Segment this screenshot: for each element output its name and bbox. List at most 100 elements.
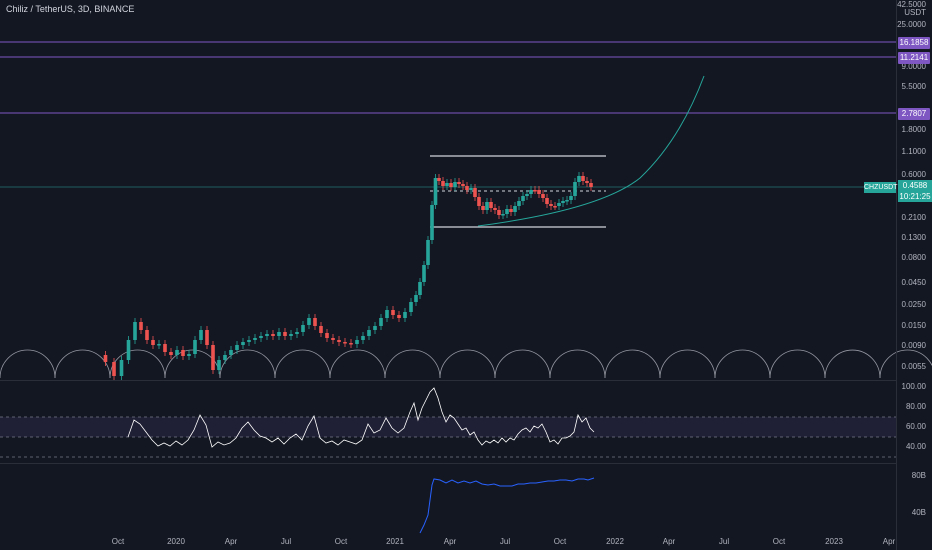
candle-body: [418, 282, 422, 295]
candle-body: [289, 334, 293, 336]
candle-body: [223, 355, 227, 360]
time-tick: Oct: [334, 537, 348, 546]
rsi-line: [127, 387, 595, 448]
pane-separator-rsi[interactable]: [0, 380, 896, 381]
candle-body: [477, 197, 481, 206]
cycle-arc: [109, 349, 166, 379]
candle-body: [545, 198, 549, 204]
level-badge[interactable]: 2.7807: [898, 108, 930, 120]
candle-body: [325, 333, 329, 338]
candle-body: [361, 336, 365, 340]
candle-body: [253, 338, 257, 340]
candle-body: [485, 202, 489, 210]
time-tick: Apr: [882, 537, 896, 546]
candle-body: [205, 330, 209, 345]
pane-separator-volume[interactable]: [0, 463, 896, 464]
candle-body: [397, 315, 401, 318]
candle-body: [565, 200, 569, 202]
candle-body: [119, 360, 124, 376]
indicator-tick: 80B: [911, 471, 926, 480]
candle-body: [573, 182, 577, 196]
candle-body: [473, 188, 477, 197]
level-badge[interactable]: 16.1858: [898, 37, 930, 49]
candle-body: [241, 342, 245, 345]
indicator-line: [419, 477, 595, 534]
time-tick: Apr: [224, 537, 238, 546]
rsi-tick: 60.00: [905, 422, 926, 431]
candle-body: [193, 340, 197, 354]
candle-body: [349, 343, 353, 345]
candle-body: [533, 190, 537, 192]
time-tick: Jul: [499, 537, 511, 546]
candle-body: [385, 310, 389, 318]
candle-body: [126, 340, 131, 360]
current-price-badge: 0.4588 10:21:25: [898, 180, 932, 202]
cycle-arc: [384, 349, 441, 379]
time-tick: Oct: [772, 537, 786, 546]
price-tick: 0.2100: [901, 213, 926, 222]
candle-body: [313, 318, 317, 326]
candle-body: [355, 340, 359, 344]
candle-body: [430, 205, 434, 240]
cycle-arc: [604, 349, 661, 379]
candle-body: [414, 295, 418, 302]
candle-body: [103, 355, 108, 362]
candle-body: [409, 302, 413, 312]
candle-body: [247, 340, 251, 342]
candle-body: [337, 340, 341, 342]
candle-body: [422, 265, 426, 282]
candle-body: [175, 350, 179, 355]
candle-body: [145, 330, 149, 340]
candle-body: [453, 182, 457, 187]
price-tick: 42.5000: [897, 0, 926, 9]
candle-body: [426, 240, 430, 265]
rsi-tick: 80.00: [905, 402, 926, 411]
candle-body: [561, 201, 565, 203]
candle-body: [517, 201, 521, 206]
price-tick: 0.0250: [901, 300, 926, 309]
price-tick: 0.1300: [901, 233, 926, 242]
price-tick: 0.0090: [901, 341, 926, 350]
price-tick: 25.0000: [897, 20, 926, 29]
candle-body: [513, 206, 517, 212]
candle-body: [505, 209, 509, 214]
candle-body: [265, 334, 269, 336]
candle-body: [489, 202, 493, 208]
time-tick: 2021: [386, 537, 404, 546]
candle-body: [343, 342, 347, 344]
cycle-arc: [494, 349, 551, 379]
candle-body: [541, 194, 545, 198]
rsi-tick: 100.00: [901, 382, 926, 391]
price-tick: 5.5000: [901, 82, 926, 91]
price-tick: 0.0150: [901, 321, 926, 330]
candle-body: [217, 360, 221, 370]
cycle-arc: [54, 349, 111, 379]
parabolic-curve: [477, 75, 705, 227]
rsi-tick: 40.00: [905, 442, 926, 451]
chart-title: Chiliz / TetherUS, 3D, BINANCE: [6, 4, 135, 14]
level-badge[interactable]: 11.2141: [898, 52, 930, 64]
candle-body: [521, 196, 525, 201]
candle-body: [235, 345, 239, 350]
candle-body: [319, 326, 323, 333]
candle-body: [457, 182, 461, 184]
candle-body: [577, 176, 581, 182]
candle-body: [529, 190, 533, 194]
candle-body: [441, 181, 445, 186]
candle-body: [461, 184, 465, 186]
candle-body: [465, 186, 469, 190]
price-tick: 0.6000: [901, 170, 926, 179]
time-tick: Apr: [662, 537, 676, 546]
price-tick: USDT: [904, 8, 926, 17]
time-tick: 2023: [825, 537, 843, 546]
price-tick: 1.1000: [901, 147, 926, 156]
cycle-arc: [549, 349, 606, 379]
candle-body: [157, 344, 161, 346]
candle-body: [271, 334, 275, 336]
indicator-tick: 40B: [911, 508, 926, 517]
price-tick: 1.8000: [901, 125, 926, 134]
candle-body: [139, 322, 143, 330]
candle-body: [557, 203, 561, 206]
candle-body: [307, 318, 311, 325]
